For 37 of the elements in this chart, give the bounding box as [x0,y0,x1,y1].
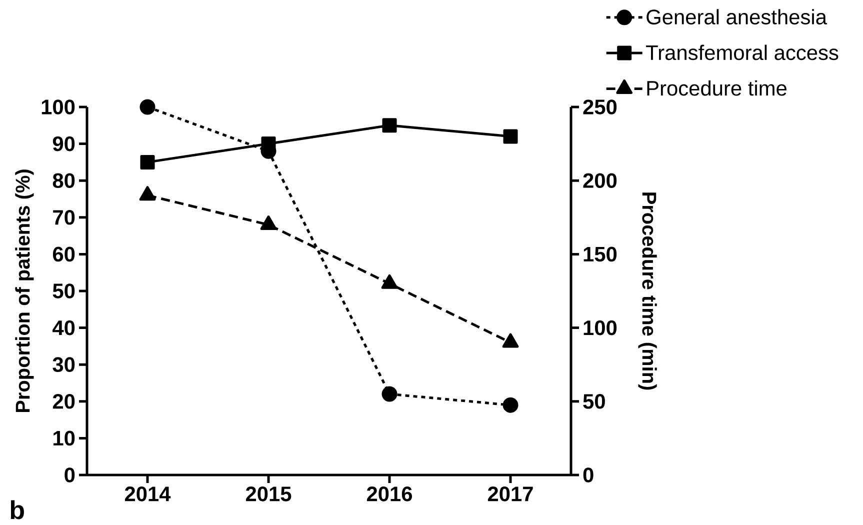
point [260,216,277,230]
y-tick-label: 80 [52,173,75,188]
y2-axis-title: Procedure time (min) [638,192,657,390]
y-axis-title: Proportion of patients (%) [15,170,34,412]
legend-label: Procedure time [647,80,786,96]
point [140,99,156,115]
point [382,118,397,133]
y-tick-label: 20 [52,394,75,409]
x-tick-label: 2014 [124,486,171,502]
y-tick-label: 90 [52,136,75,152]
y2-tick-label: 100 [584,320,617,336]
y-tick-label: 0 [64,468,75,482]
point [503,129,518,144]
y-tick-label: 70 [53,210,75,225]
point [139,186,156,201]
x-tick-label: 2016 [366,486,412,502]
y2-tick-label: 250 [583,100,617,114]
point [502,333,519,348]
y-tick-label: 50 [52,284,75,298]
point [381,274,398,289]
y2-tick-label: 150 [584,246,617,262]
y2-tick-label: 50 [583,394,605,409]
text: b [10,500,24,520]
point [382,386,398,402]
y2-tick-label: 0 [583,468,594,482]
point [502,397,518,413]
y2-tick-label: 200 [583,173,617,188]
legend-label: General anesthesia [646,9,827,24]
y-tick-label: 60 [52,246,75,262]
y-tick-label: 100 [42,100,75,114]
point [140,154,155,170]
y-tick-label: 30 [52,357,75,372]
x-tick-label: 2015 [246,486,292,502]
y-tick-label: 40 [52,320,75,336]
x-tick-label: 2017 [488,486,533,502]
y-tick-label: 10 [54,430,75,446]
legend-label: Transfemoral access [646,44,838,60]
